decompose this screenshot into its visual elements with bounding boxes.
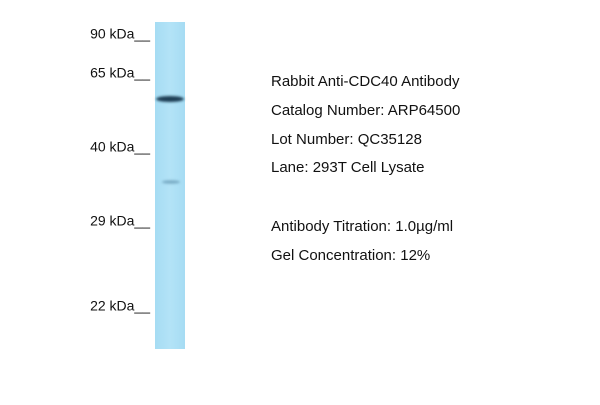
marker-label: 40 kDa__ xyxy=(90,139,150,155)
faint-band xyxy=(162,180,180,184)
marker-label: 29 kDa__ xyxy=(90,213,150,229)
gel-concentration: Gel Concentration: 12% xyxy=(271,247,430,264)
marker-label: 65 kDa__ xyxy=(90,65,150,81)
main-band xyxy=(156,96,184,102)
lane-info: Lane: 293T Cell Lysate xyxy=(271,159,424,176)
marker-label: 90 kDa__ xyxy=(90,26,150,42)
marker-label: 22 kDa__ xyxy=(90,298,150,314)
gel-lane xyxy=(155,22,185,349)
lot-number: Lot Number: QC35128 xyxy=(271,131,422,148)
catalog-number: Catalog Number: ARP64500 xyxy=(271,102,460,119)
antibody-titration: Antibody Titration: 1.0µg/ml xyxy=(271,218,453,235)
antibody-name: Rabbit Anti-CDC40 Antibody xyxy=(271,73,460,90)
